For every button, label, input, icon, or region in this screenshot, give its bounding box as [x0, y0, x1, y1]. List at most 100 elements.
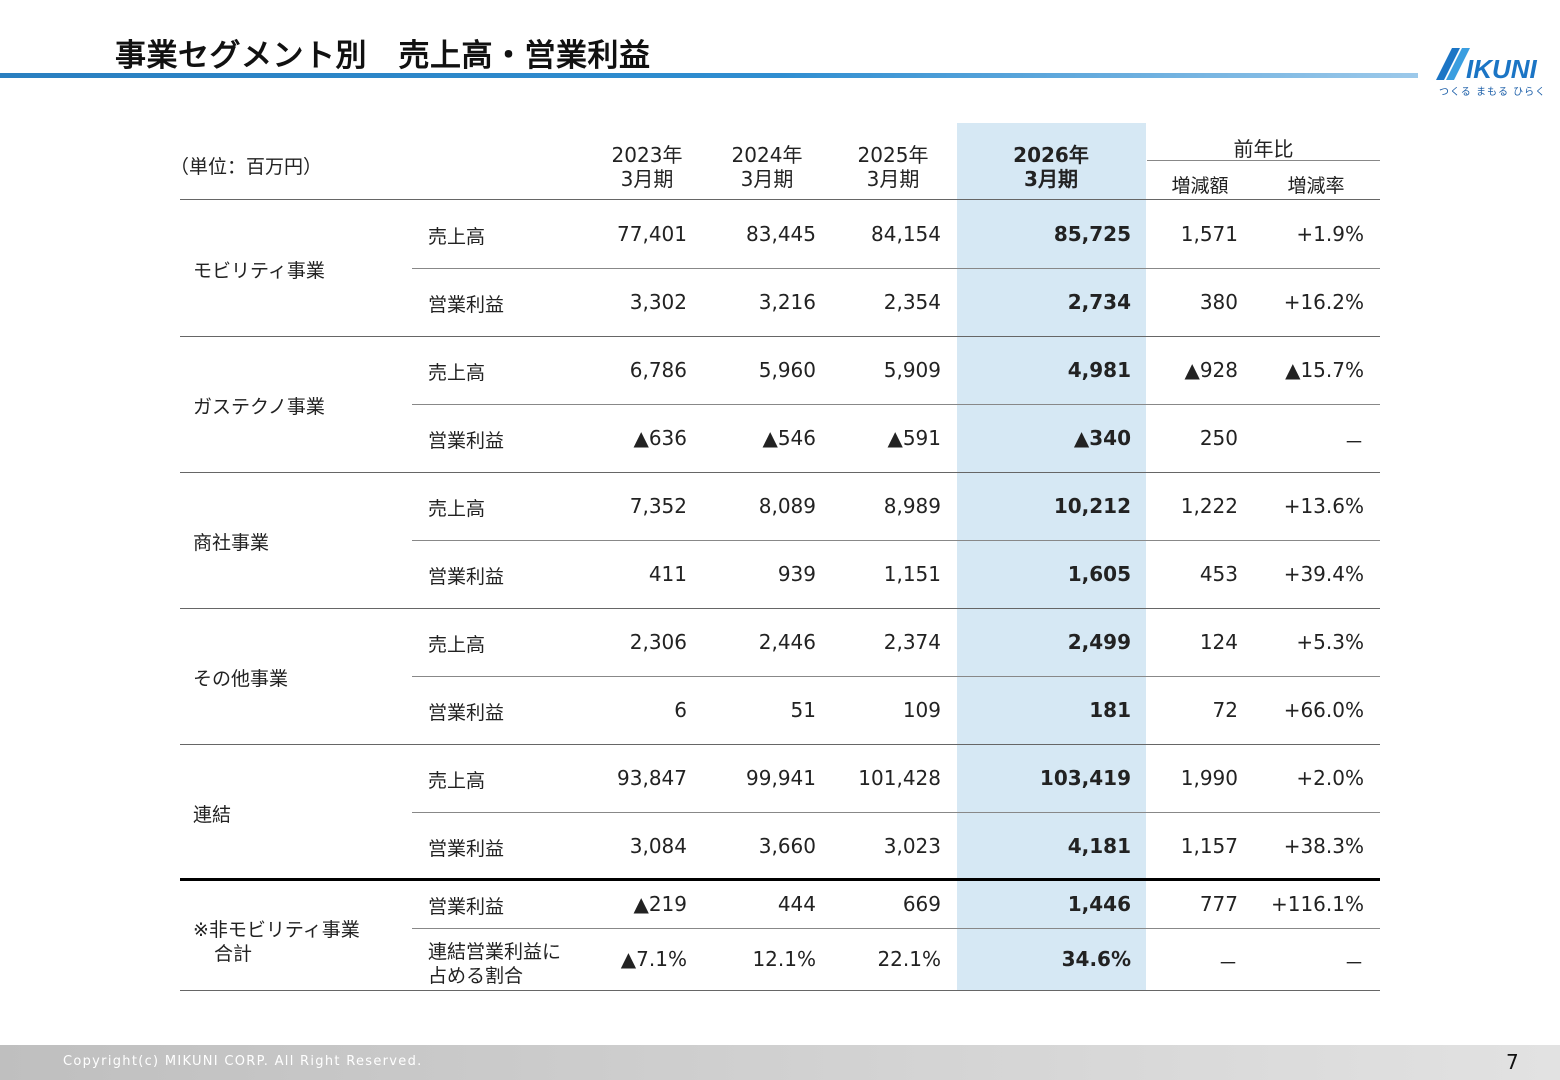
- yoy-rate-cell: －: [1344, 430, 1364, 454]
- value-cell-2024: 12.1%: [752, 947, 816, 971]
- value-cell-2025: 84,154: [871, 222, 941, 246]
- metric-label: 売上高: [428, 770, 486, 792]
- value-cell-2026: 10,212: [1053, 494, 1131, 518]
- value-cell-2023: 2,306: [629, 630, 687, 654]
- segment-divider: [180, 744, 1380, 745]
- value-cell-2025: 1,151: [883, 562, 941, 586]
- segment-label: 商社事業: [193, 532, 270, 554]
- yoy-diff-cell: 124: [1199, 630, 1238, 654]
- yoy-diff-cell: 250: [1199, 426, 1238, 450]
- value-cell-2023: 6,786: [629, 358, 687, 382]
- page-number: 7: [1506, 1050, 1519, 1074]
- footer-bar: [0, 1045, 1560, 1080]
- value-cell-2024: 83,445: [746, 222, 816, 246]
- metric-label: 売上高: [428, 498, 486, 520]
- value-cell-2023: ▲7.1%: [620, 947, 687, 971]
- col-2023-period: 3月期: [620, 167, 674, 191]
- yoy-rate-cell: +2.0%: [1296, 766, 1364, 790]
- value-cell-2026: 1,605: [1067, 562, 1131, 586]
- metric-label: 売上高: [428, 362, 486, 384]
- yoy-rate-cell: +39.4%: [1283, 562, 1364, 586]
- segment-label: ※非モビリティ事業: [193, 919, 360, 941]
- metric-label: 営業利益: [428, 566, 505, 588]
- yoy-diff-cell: ▲928: [1184, 358, 1238, 382]
- yoy-rate-cell: +5.3%: [1296, 630, 1364, 654]
- col-2023-year: 2023年: [611, 143, 683, 167]
- segment-label: ガステクノ事業: [193, 396, 325, 418]
- yoy-diff-cell: －: [1218, 951, 1238, 975]
- yoy-diff-cell: 1,571: [1180, 222, 1238, 246]
- value-cell-2024: 5,960: [758, 358, 816, 382]
- title-underline: [0, 73, 1418, 78]
- value-cell-2025: 109: [902, 698, 941, 722]
- copyright-text: Copyright(c) MIKUNI CORP. All Right Rese…: [63, 1054, 423, 1069]
- metric-label: 営業利益: [428, 896, 505, 918]
- yoy-rate-cell: +66.0%: [1283, 698, 1364, 722]
- metric-label: 営業利益: [428, 294, 505, 316]
- value-cell-2023: ▲219: [633, 892, 687, 916]
- yoy-header: 前年比: [1233, 137, 1294, 161]
- col-2025-year: 2025年: [857, 143, 929, 167]
- value-cell-2026: ▲340: [1073, 426, 1131, 450]
- page-title: 事業セグメント別 売上高・営業利益: [115, 38, 651, 74]
- metric-label: 売上高: [428, 226, 486, 248]
- col-2024-year: 2024年: [731, 143, 803, 167]
- value-cell-2023: 6: [674, 698, 687, 722]
- value-cell-2025: 2,354: [883, 290, 941, 314]
- segment-divider: [180, 608, 1380, 609]
- segment-label: 連結: [193, 804, 232, 826]
- value-cell-2025: 669: [902, 892, 941, 916]
- value-cell-2024: 51: [790, 698, 816, 722]
- value-cell-2023: 7,352: [629, 494, 687, 518]
- yoy-rate-cell: +16.2%: [1283, 290, 1364, 314]
- value-cell-2024: ▲546: [762, 426, 816, 450]
- value-cell-2026: 2,734: [1067, 290, 1131, 314]
- value-cell-2024: 939: [777, 562, 816, 586]
- logo-text: IKUNI: [1466, 54, 1538, 84]
- value-cell-2026: 2,499: [1067, 630, 1131, 654]
- value-cell-2024: 8,089: [758, 494, 816, 518]
- value-cell-2025: 2,374: [883, 630, 941, 654]
- metric-label: 連結営業利益に: [428, 941, 562, 963]
- metric-label-line2: 占める割合: [428, 965, 524, 987]
- metric-label: 営業利益: [428, 430, 505, 452]
- yoy-rate-cell: +13.6%: [1283, 494, 1364, 518]
- row-divider: [412, 268, 1380, 269]
- header-bottom-line: [180, 199, 1380, 200]
- value-cell-2024: 99,941: [746, 766, 816, 790]
- yoy-diff-cell: 453: [1199, 562, 1238, 586]
- yoy-diff-cell: 777: [1199, 892, 1238, 916]
- col-2025-period: 3月期: [866, 167, 920, 191]
- yoy-rate-cell: －: [1344, 951, 1364, 975]
- segment-label: その他事業: [193, 668, 289, 690]
- value-cell-2024: 444: [777, 892, 816, 916]
- value-cell-2023: 3,084: [629, 834, 687, 858]
- value-cell-2025: 101,428: [858, 766, 941, 790]
- value-cell-2026: 34.6%: [1061, 947, 1131, 971]
- unit-label: （単位：百万円）: [170, 156, 323, 178]
- value-cell-2023: ▲636: [633, 426, 687, 450]
- value-cell-2026: 4,981: [1067, 358, 1131, 382]
- segment-divider: [180, 336, 1380, 337]
- row-divider: [412, 676, 1380, 677]
- yoy-rate-cell: +38.3%: [1283, 834, 1364, 858]
- value-cell-2026: 85,725: [1053, 222, 1131, 246]
- value-cell-2025: 22.1%: [877, 947, 941, 971]
- mikuni-logo: IKUNI: [1436, 48, 1538, 84]
- total-divider-thick: [180, 878, 1380, 881]
- row-divider: [412, 812, 1380, 813]
- logo-tagline: つくる まもる ひらく: [1439, 87, 1547, 98]
- value-cell-2023: 411: [648, 562, 687, 586]
- yoy-rate-cell: +1.9%: [1296, 222, 1364, 246]
- segment-label: モビリティ事業: [193, 260, 325, 282]
- value-cell-2026: 181: [1089, 698, 1131, 722]
- value-cell-2023: 3,302: [629, 290, 687, 314]
- yoy-diff-cell: 72: [1212, 698, 1238, 722]
- value-cell-2024: 2,446: [758, 630, 816, 654]
- yoy-divider: [1147, 160, 1380, 161]
- yoy-rate-cell: ▲15.7%: [1285, 358, 1364, 382]
- metric-label: 営業利益: [428, 838, 505, 860]
- value-cell-2024: 3,216: [758, 290, 816, 314]
- value-cell-2023: 77,401: [617, 222, 687, 246]
- yoy-diff-cell: 1,157: [1180, 834, 1238, 858]
